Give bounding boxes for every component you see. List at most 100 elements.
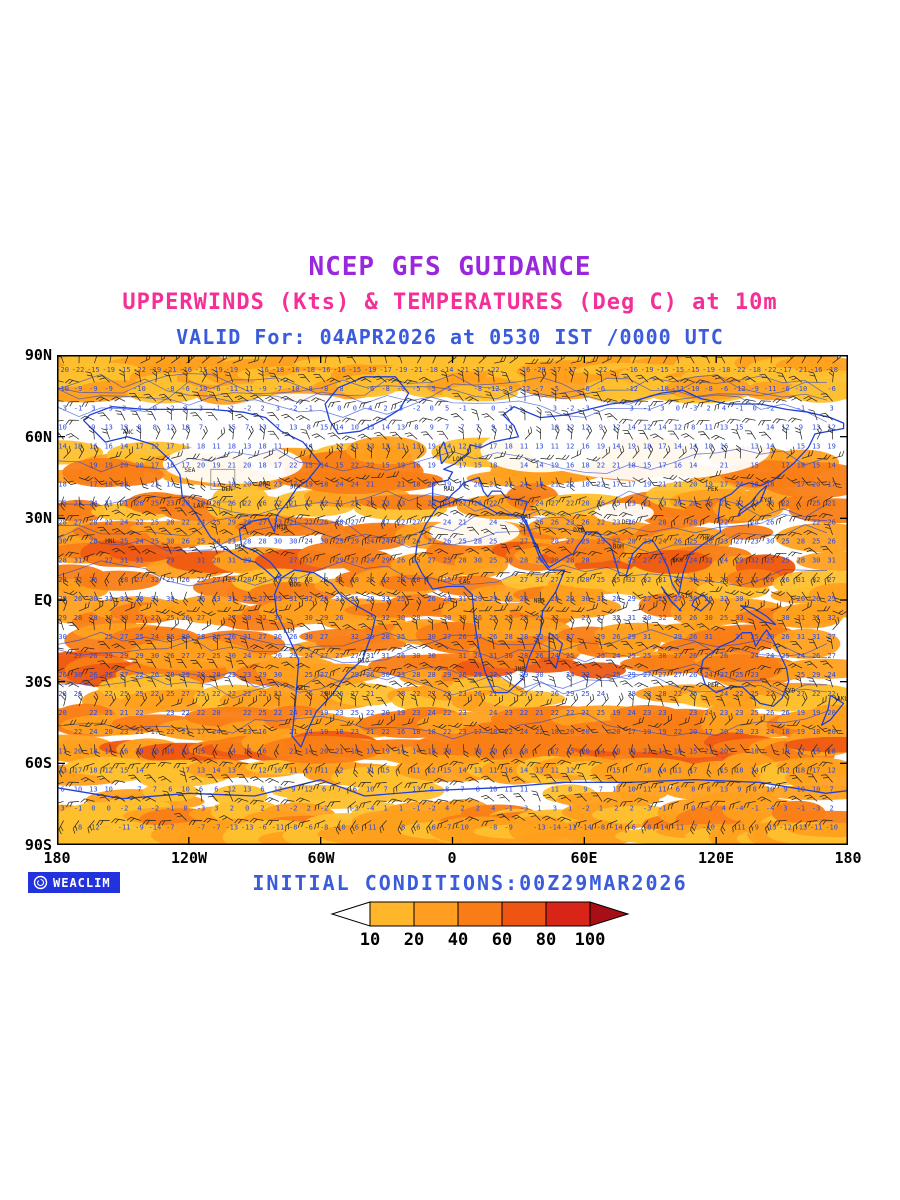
svg-text:30: 30 [381,671,389,679]
svg-text:1: 1 [276,804,280,812]
svg-text:28: 28 [412,576,420,584]
svg-text:-17: -17 [548,366,561,374]
svg-text:27: 27 [427,557,435,565]
svg-text:29: 29 [351,671,359,679]
svg-text:14: 14 [104,747,112,755]
svg-text:26: 26 [535,519,543,527]
svg-text:21: 21 [581,709,589,717]
svg-text:15: 15 [812,461,820,469]
svg-text:21: 21 [443,500,451,508]
svg-text:29: 29 [520,671,528,679]
svg-text:10: 10 [104,785,112,793]
svg-text:2: 2 [122,404,126,412]
svg-text:25: 25 [258,576,266,584]
svg-text:-4: -4 [766,804,774,812]
svg-text:27: 27 [320,652,328,660]
svg-text:19: 19 [89,461,97,469]
svg-text:-9: -9 [135,824,143,832]
svg-text:2: 2 [706,404,710,412]
svg-text:21: 21 [504,747,512,755]
svg-text:14: 14 [135,766,143,774]
svg-text:-8: -8 [320,824,328,832]
svg-text:28: 28 [58,690,66,698]
svg-text:12: 12 [458,442,466,450]
svg-text:1: 1 [568,804,572,812]
svg-text:22: 22 [243,709,251,717]
svg-text:25: 25 [212,519,220,527]
svg-text:24: 24 [720,690,728,698]
svg-text:24: 24 [474,652,482,660]
svg-text:28: 28 [658,690,666,698]
svg-text:-1: -1 [643,404,651,412]
svg-text:18: 18 [581,481,589,489]
svg-text:29: 29 [474,671,482,679]
svg-text:20: 20 [566,728,574,736]
svg-text:23: 23 [74,500,82,508]
svg-text:14: 14 [674,442,682,450]
svg-text:-18: -18 [748,366,761,374]
svg-text:24: 24 [304,538,312,546]
svg-text:9: 9 [799,423,803,431]
svg-text:23: 23 [243,671,251,679]
svg-text:32: 32 [120,595,128,603]
svg-text:19: 19 [397,461,405,469]
svg-text:30: 30 [58,538,66,546]
svg-text:12: 12 [228,785,236,793]
svg-text:25: 25 [597,652,605,660]
svg-text:17: 17 [212,481,220,489]
svg-text:28: 28 [335,519,343,527]
svg-text:15: 15 [643,461,651,469]
svg-text:30: 30 [412,652,420,660]
svg-text:28: 28 [89,614,97,622]
svg-text:22: 22 [304,519,312,527]
svg-text:27: 27 [720,671,728,679]
svg-text:24: 24 [689,557,697,565]
svg-text:27: 27 [458,576,466,584]
svg-text:28: 28 [89,538,97,546]
svg-text:25: 25 [812,500,820,508]
svg-text:24: 24 [520,519,528,527]
svg-text:23: 23 [274,519,282,527]
svg-text:19: 19 [827,442,835,450]
svg-text:11: 11 [704,423,712,431]
svg-text:22: 22 [674,690,682,698]
svg-text:17: 17 [135,442,143,450]
svg-text:22: 22 [781,500,789,508]
svg-text:25: 25 [551,633,559,641]
svg-text:32: 32 [612,557,620,565]
svg-text:20: 20 [320,747,328,755]
svg-text:24: 24 [827,671,835,679]
svg-text:10: 10 [74,785,82,793]
svg-text:31: 31 [74,557,82,565]
svg-text:16: 16 [104,442,112,450]
svg-text:11: 11 [489,766,497,774]
svg-text:13: 13 [58,766,66,774]
svg-text:26: 26 [274,633,282,641]
svg-text:22: 22 [181,709,189,717]
lon-label-60w: 60W [307,849,335,867]
svg-text:14: 14 [520,766,528,774]
svg-text:21: 21 [228,461,236,469]
svg-text:-11: -11 [671,385,684,393]
svg-text:21: 21 [643,747,651,755]
svg-text:27: 27 [320,671,328,679]
svg-text:20: 20 [474,481,482,489]
svg-text:12: 12 [566,442,574,450]
svg-text:14: 14 [212,766,220,774]
svg-text:-7: -7 [689,824,697,832]
svg-text:17: 17 [197,728,205,736]
svg-text:31: 31 [151,595,159,603]
svg-text:-2: -2 [166,404,174,412]
svg-text:20: 20 [120,461,128,469]
svg-text:29: 29 [597,633,605,641]
svg-text:-1: -1 [74,804,82,812]
svg-text:-6: -6 [427,824,435,832]
svg-text:10: 10 [489,785,497,793]
svg-text:17: 17 [612,481,620,489]
svg-text:4: 4 [491,804,495,812]
svg-text:22: 22 [274,500,282,508]
svg-text:25: 25 [166,614,174,622]
svg-text:15: 15 [797,442,805,450]
svg-text:8: 8 [307,423,311,431]
svg-text:-1: -1 [735,404,743,412]
